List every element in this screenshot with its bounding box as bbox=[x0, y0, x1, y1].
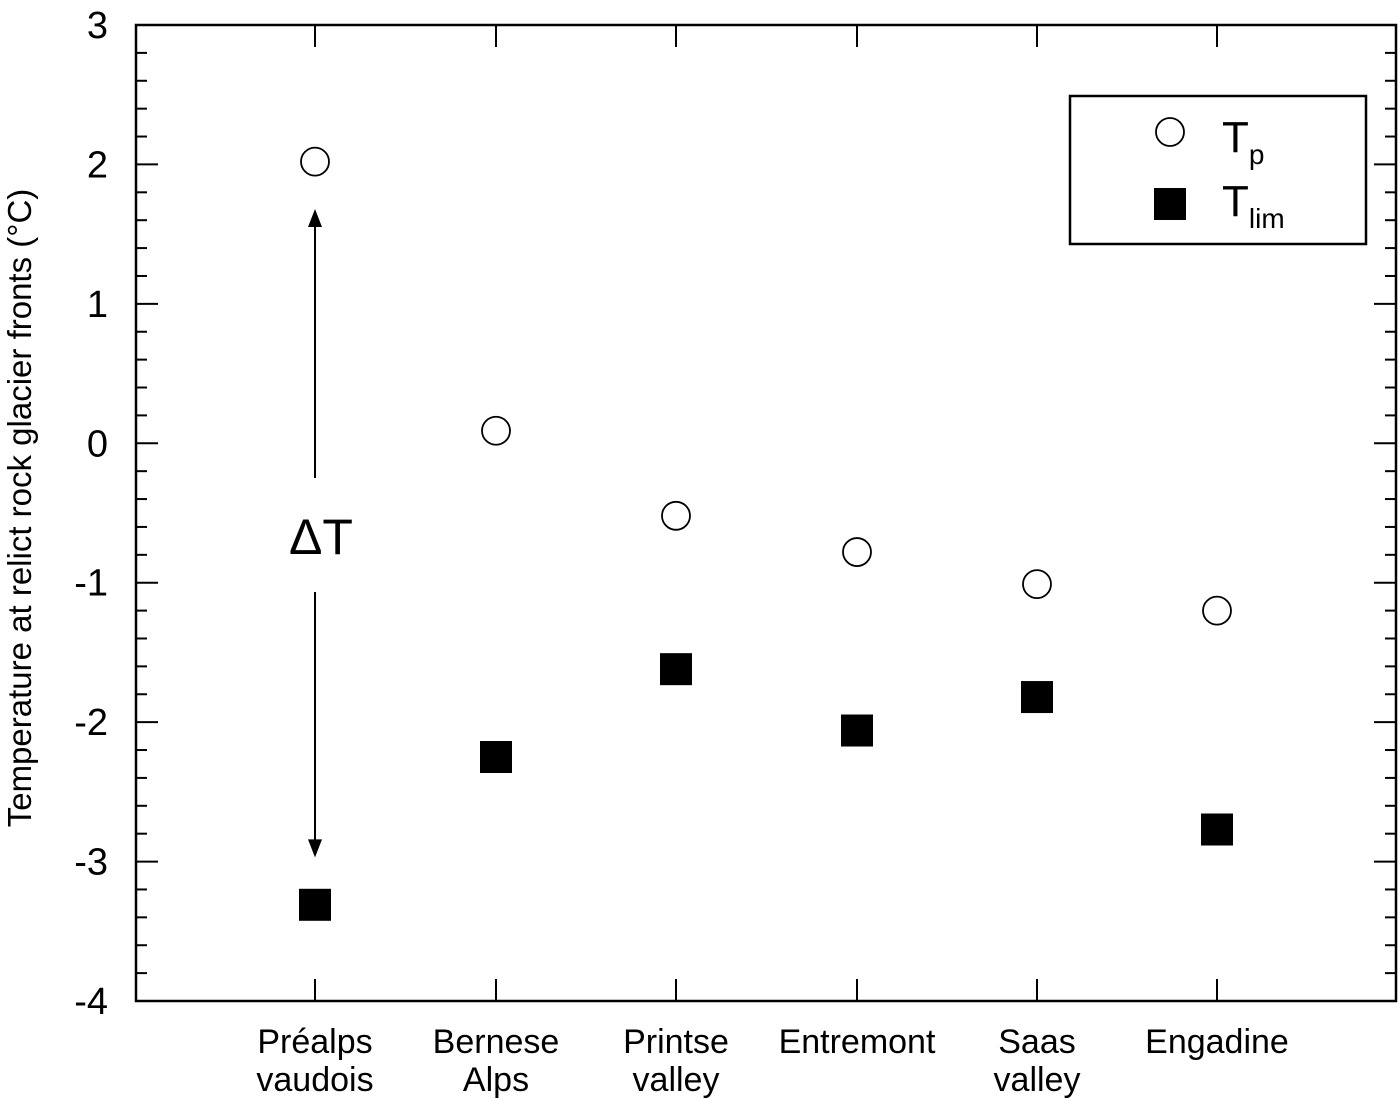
tp-point bbox=[661, 500, 691, 531]
y-tick-label: -2 bbox=[74, 702, 108, 744]
y-tick-label: -3 bbox=[74, 842, 108, 884]
x-tick-label: valley bbox=[633, 1061, 720, 1099]
x-tick-label: vaudois bbox=[256, 1061, 373, 1099]
tp-point bbox=[1022, 569, 1052, 600]
x-tick-label: Préalps bbox=[257, 1023, 372, 1061]
legend-tlim-marker bbox=[1154, 188, 1186, 220]
delta-t-arrowhead-down bbox=[308, 839, 322, 858]
legend-label: Tp bbox=[1222, 113, 1264, 170]
delta-t-annotation: ΔT bbox=[289, 209, 353, 858]
y-tick-label: -4 bbox=[74, 981, 108, 1023]
tp-point bbox=[842, 537, 872, 567]
plot-frame bbox=[134, 23, 1398, 1003]
y-axis-tick-labels: 3 2 1 0 -1 -2 -3 -4 bbox=[74, 5, 108, 1023]
y-tick-label: 1 bbox=[87, 284, 108, 326]
delta-t-label: ΔT bbox=[289, 509, 353, 565]
tp-point bbox=[300, 146, 330, 177]
x-tick-label: valley bbox=[994, 1061, 1081, 1099]
y-tick-label: 2 bbox=[87, 144, 108, 186]
y-axis-ticks bbox=[136, 24, 1396, 1002]
x-tick-label: Engadine bbox=[1145, 1023, 1289, 1061]
legend-box bbox=[1068, 94, 1368, 246]
tlim-point bbox=[660, 653, 692, 686]
x-axis-tick-labels: PréalpsvaudoisBerneseAlpsPrintsevalleyEn… bbox=[256, 1023, 1288, 1099]
tlim-point bbox=[1201, 813, 1233, 846]
tlim-point bbox=[841, 714, 873, 747]
x-tick-label: Alps bbox=[463, 1061, 529, 1099]
x-tick-label: Saas bbox=[998, 1023, 1076, 1061]
delta-t-arrowhead-up bbox=[308, 209, 322, 228]
x-tick-label: Printse bbox=[623, 1023, 729, 1061]
x-axis-ticks bbox=[314, 25, 1218, 1001]
y-tick-label: 0 bbox=[87, 423, 108, 465]
tp-point bbox=[1202, 595, 1232, 626]
y-tick-label: -1 bbox=[74, 563, 108, 605]
tlim-point bbox=[299, 888, 331, 921]
tlim-point bbox=[480, 741, 512, 773]
y-axis-label: Temperature at relict rock glacier front… bbox=[1, 189, 38, 828]
x-tick-label: Bernese bbox=[433, 1023, 560, 1061]
tp-point bbox=[481, 415, 511, 446]
tlim-point bbox=[1021, 681, 1053, 714]
y-tick-label: 3 bbox=[87, 5, 108, 47]
x-tick-label: Entremont bbox=[779, 1023, 936, 1061]
legend-tp-marker bbox=[1155, 117, 1185, 147]
data-series bbox=[299, 146, 1233, 921]
